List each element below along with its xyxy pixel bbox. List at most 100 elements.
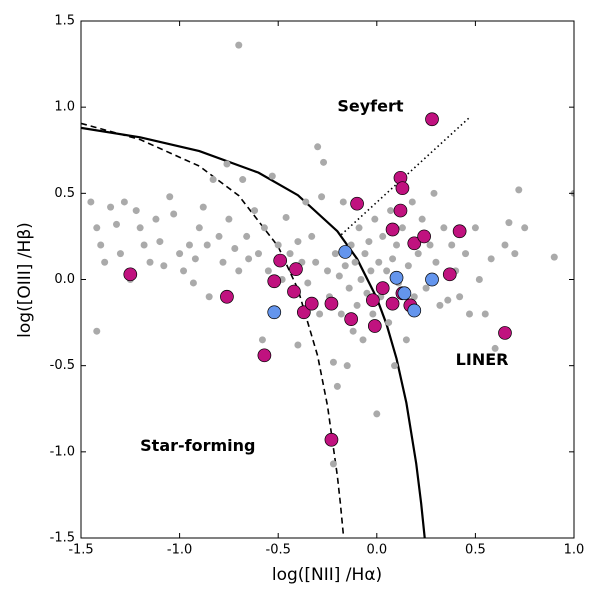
data-point (425, 112, 439, 127)
data-point (501, 241, 509, 249)
data-point (316, 310, 324, 318)
data-point (448, 241, 456, 249)
demarcation-line (81, 126, 426, 538)
data-point (422, 284, 430, 292)
data-point (350, 196, 364, 211)
data-point (304, 296, 319, 311)
data-point (366, 293, 380, 308)
data-point (339, 198, 347, 206)
data-point (385, 222, 400, 237)
data-point (425, 272, 439, 287)
data-point (475, 276, 483, 283)
data-point (341, 262, 349, 270)
data-point (314, 143, 322, 151)
data-point (302, 198, 310, 206)
data-point (383, 267, 391, 275)
data-point (387, 207, 395, 215)
data-point (521, 224, 529, 232)
data-point (264, 267, 272, 275)
data-point (371, 215, 379, 223)
data-point (385, 319, 393, 327)
data-point (97, 241, 105, 249)
x-tick-label: -1.5 (68, 543, 93, 558)
data-point (268, 172, 276, 180)
data-point (93, 327, 101, 335)
demarcation-line (81, 122, 345, 538)
data-point (304, 279, 312, 287)
data-point (395, 181, 410, 196)
data-point (205, 293, 213, 301)
data-point (414, 250, 422, 258)
y-tick-label: 0.5 (54, 186, 75, 201)
data-point (367, 319, 382, 333)
data-point (491, 344, 499, 352)
data-point (367, 267, 375, 275)
data-point (107, 203, 115, 211)
data-point (132, 207, 140, 215)
data-point (402, 336, 410, 344)
data-point (369, 310, 377, 318)
data-point (289, 262, 303, 277)
x-tick-label: 1.0 (564, 543, 585, 558)
data-point (318, 193, 326, 201)
data-point (120, 198, 128, 206)
data-point (511, 250, 519, 258)
data-point (223, 160, 231, 168)
data-point (344, 312, 359, 326)
data-point (152, 215, 160, 223)
data-point (312, 258, 320, 266)
data-point (379, 232, 387, 240)
data-point (417, 229, 431, 244)
data-point (487, 255, 495, 263)
data-point (398, 224, 406, 232)
data-point (146, 258, 154, 266)
data-point (355, 224, 363, 232)
x-tick-label: 0.5 (465, 543, 486, 558)
data-point (391, 362, 399, 370)
data-point (209, 176, 217, 184)
data-point (345, 284, 353, 292)
data-point (203, 241, 211, 249)
data-point (393, 241, 401, 249)
data-point (505, 219, 513, 227)
plot-frame (80, 20, 575, 539)
data-point (359, 336, 367, 344)
x-axis-label: log([NII] /Hα) (272, 565, 382, 585)
data-point (195, 224, 203, 232)
data-point (338, 245, 353, 259)
data-point (385, 296, 400, 311)
data-point (452, 224, 467, 239)
data-point (93, 224, 101, 232)
data-point (176, 250, 184, 258)
data-point (260, 224, 268, 232)
y-tick-label: -1.5 (50, 531, 75, 546)
data-point (357, 276, 365, 283)
y-tick-label: 0.0 (54, 272, 75, 287)
data-point (498, 326, 512, 340)
data-point (189, 279, 197, 287)
data-point (432, 258, 440, 266)
data-point (324, 267, 331, 275)
data-point (375, 281, 390, 295)
data-point (365, 238, 373, 246)
data-point (170, 210, 178, 218)
data-point (418, 215, 426, 223)
data-point (444, 296, 452, 304)
data-point (267, 274, 282, 289)
data-point (140, 241, 148, 249)
data-point (160, 262, 168, 270)
data-point (215, 232, 223, 240)
data-point (245, 255, 253, 263)
y-tick-label: 1.5 (54, 14, 75, 29)
data-point (123, 267, 138, 282)
data-point (239, 176, 247, 184)
data-point (361, 250, 369, 258)
data-point (294, 341, 302, 349)
data-point (112, 220, 120, 228)
data-point (116, 250, 124, 258)
data-point (87, 198, 95, 206)
data-point (389, 255, 397, 263)
data-point (465, 310, 473, 318)
data-point (407, 303, 422, 318)
data-point (426, 241, 434, 249)
